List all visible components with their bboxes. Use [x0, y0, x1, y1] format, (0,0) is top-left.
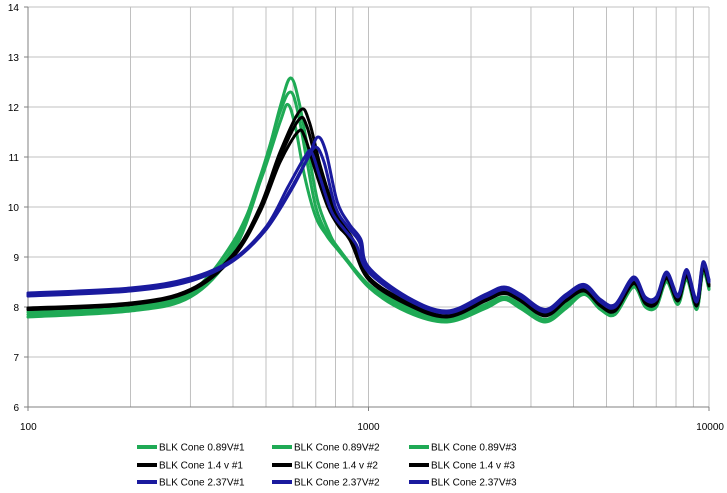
x-tick-label: 1000	[357, 422, 380, 433]
legend: BLK Cone 0.89V#1 BLK Cone 0.89V#2 BLK Cone…	[137, 443, 517, 489]
x-tick-label: 10000	[696, 422, 724, 433]
legend-label: BLK Cone 0.89V#3	[431, 443, 517, 454]
y-tick-label: 12	[8, 103, 20, 114]
y-tick-label: 9	[13, 253, 19, 264]
legend-label: BLK Cone 2.37V#1	[159, 478, 245, 489]
y-tick-label: 10	[8, 203, 20, 214]
y-tick-label: 7	[13, 353, 19, 364]
series-lines	[26, 76, 711, 324]
legend-label: BLK Cone 0.89V#1	[159, 443, 245, 454]
y-tick-labels: 6 7 8 9 10 11 12 13 14	[8, 3, 20, 414]
y-tick-label: 6	[13, 403, 19, 414]
legend-label: BLK Cone 1.4 v #1	[159, 461, 243, 472]
legend-label: BLK Cone 1.4 v #3	[431, 461, 515, 472]
x-tick-label: 100	[20, 422, 37, 433]
y-tick-label: 14	[8, 3, 20, 14]
y-tick-label: 8	[13, 303, 19, 314]
gridlines	[27, 6, 710, 408]
legend-label: BLK Cone 2.37V#2	[294, 478, 380, 489]
x-tick-labels: 100 1000 10000	[20, 422, 724, 433]
axes	[24, 6, 710, 411]
y-tick-label: 13	[8, 53, 20, 64]
legend-label: BLK Cone 0.89V#2	[294, 443, 380, 454]
y-tick-label: 11	[9, 153, 20, 164]
legend-label: BLK Cone 2.37V#3	[431, 478, 517, 489]
legend-label: BLK Cone 1.4 v #2	[294, 461, 378, 472]
series-line-9	[26, 135, 711, 313]
